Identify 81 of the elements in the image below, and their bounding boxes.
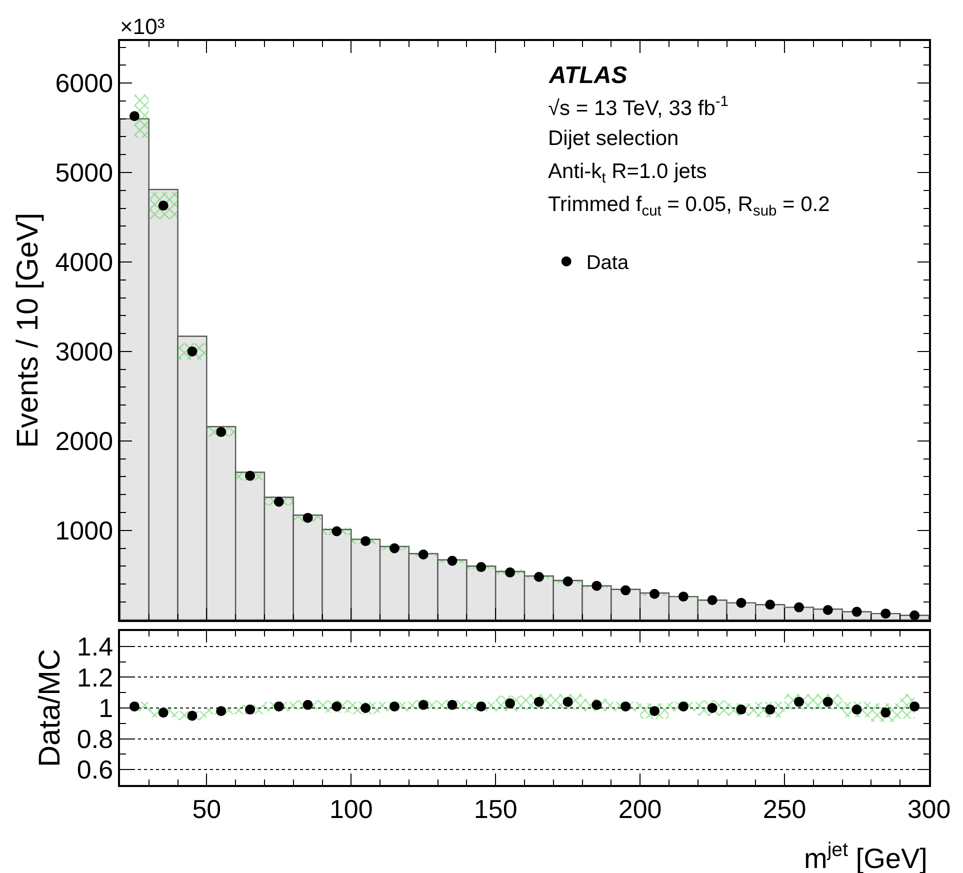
point [562,576,573,586]
point [389,543,400,554]
x-tick-label: 150 [474,794,518,824]
point [852,606,862,617]
point [302,512,313,523]
point [534,696,544,707]
point [447,700,458,710]
point [274,701,284,712]
y-tick-label: 1.2 [76,662,114,692]
point [187,346,198,356]
point [158,708,168,718]
point [332,526,342,536]
point [822,696,833,707]
y-tick-label: 0.8 [76,724,114,754]
annotation: Anti-k$_{t}$ R=1.0 jets [548,160,707,186]
x-tick-label: 50 [192,794,222,824]
y-tick-label: 1000 [55,515,114,546]
y-tick-label: 0.6 [76,754,114,785]
annotation: √s = 13 TeV, 33 fb$^{-1}$ [548,94,728,120]
text: ×10³ [120,14,165,39]
point [880,708,891,718]
x-tick-label: 250 [762,794,806,824]
point [332,701,342,712]
point [534,572,544,582]
point [505,567,516,578]
point [129,111,140,122]
point [707,595,718,606]
point [910,610,920,620]
point [505,698,516,708]
point [707,702,718,713]
x-tick-label: 300 [907,794,951,824]
point [418,550,428,560]
point [620,585,631,596]
point [678,592,688,602]
point [736,598,746,608]
point [620,701,631,712]
point [447,556,458,566]
point [245,470,256,481]
point [360,536,371,546]
point [129,701,140,712]
point [794,696,804,707]
point [476,562,486,572]
legend-label: Data [586,252,630,274]
point [765,600,776,610]
y-tick-label: 4000 [55,247,114,278]
point [418,700,428,710]
point [650,588,660,599]
annotation: ATLAS [548,62,628,89]
y-tick-label: 6000 [55,68,114,98]
point [216,426,226,437]
point [880,608,891,619]
point [650,706,660,716]
point [187,710,198,721]
annotation: Dijet selection [548,127,679,150]
y-tick-label: 2000 [55,426,114,456]
point [360,702,371,713]
point [562,696,573,707]
point [794,602,804,612]
y-axis-title: Data/MC [33,648,66,768]
y-tick-label: 1 [98,693,114,724]
point [592,580,602,591]
point [389,701,400,712]
y-tick-label: 1.4 [76,631,114,662]
x-tick-label: 200 [618,794,662,824]
x-tick-label: 100 [329,794,373,824]
point [678,701,688,712]
point [736,704,746,715]
point [302,700,313,710]
annotation: Trimmed f$_{cut}$ = 0.05, R$_{sub}$ = 0.2 [548,193,830,220]
point [592,700,602,710]
point [910,701,920,712]
y-tick-label: 5000 [55,158,114,188]
point [245,704,256,715]
point [852,704,862,715]
point [216,706,226,716]
point [765,704,776,715]
point [158,200,168,211]
point [476,701,486,712]
y-axis-title: Events / 10 [GeV] [12,212,45,448]
point [274,496,284,507]
y-tick-label: 3000 [55,336,114,367]
